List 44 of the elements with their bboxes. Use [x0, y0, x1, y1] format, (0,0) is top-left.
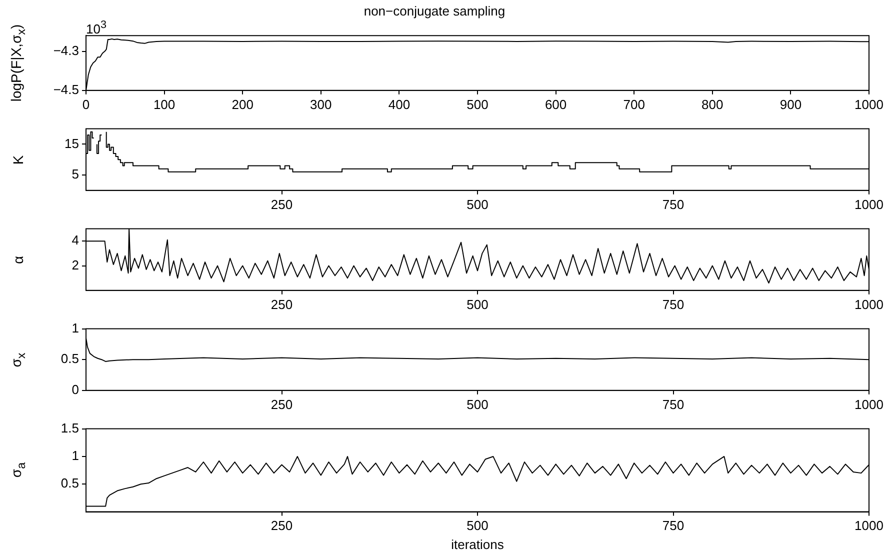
y-tick-label: 0.5 — [60, 476, 79, 491]
x-tick-label: 750 — [662, 396, 684, 412]
y-tick-label: 1.5 — [60, 420, 79, 436]
y-tick-label: 0.5 — [60, 351, 79, 366]
x-tick-label: 1000 — [854, 296, 884, 312]
x-tick-label: 500 — [466, 196, 488, 212]
x-tick-label: 800 — [702, 96, 724, 112]
y-tick-label: −4.3 — [53, 42, 79, 58]
x-tick-label: 0 — [82, 96, 90, 112]
x-tick-label: 300 — [310, 96, 332, 112]
x-tick-label: 250 — [270, 196, 293, 212]
y-axis-title: K — [10, 154, 26, 164]
x-tick-label: 750 — [662, 296, 684, 312]
annotation: 10$^{3}$ — [86, 18, 106, 36]
x-tick-label: 750 — [662, 196, 684, 212]
x-tick-label: 1000 — [854, 396, 884, 412]
x-axis-title: iterations — [451, 536, 504, 552]
x-tick-label: 700 — [623, 96, 645, 112]
y-tick-label: −4.5 — [53, 82, 79, 97]
x-tick-label: 900 — [780, 96, 802, 112]
y-tick-label: 5 — [72, 166, 79, 182]
y-tick-label: 0 — [72, 382, 79, 397]
x-tick-label: 750 — [662, 518, 684, 534]
x-tick-label: 1000 — [854, 518, 884, 534]
x-tick-label: 250 — [270, 396, 293, 412]
y-axis-title: α — [10, 256, 26, 264]
x-tick-label: 250 — [270, 296, 293, 312]
y-tick-label: 4 — [72, 232, 79, 248]
x-tick-label: 400 — [388, 96, 410, 112]
y-tick-label: 1 — [72, 320, 79, 336]
x-tick-label: 500 — [466, 96, 488, 112]
x-tick-label: 1000 — [854, 96, 884, 112]
y-tick-label: 1 — [72, 448, 79, 464]
x-tick-label: 500 — [466, 396, 488, 412]
x-tick-label: 500 — [466, 518, 488, 534]
x-tick-label: 600 — [544, 96, 567, 112]
x-tick-label: 1000 — [854, 196, 884, 212]
y-tick-label: 15 — [64, 136, 79, 151]
x-tick-label: 200 — [232, 96, 254, 112]
chart-title: non−conjugate sampling — [364, 3, 506, 18]
y-tick-label: 2 — [72, 257, 79, 272]
x-tick-label: 500 — [466, 296, 488, 312]
x-tick-label: 250 — [270, 518, 293, 534]
x-tick-label: 100 — [153, 96, 176, 112]
